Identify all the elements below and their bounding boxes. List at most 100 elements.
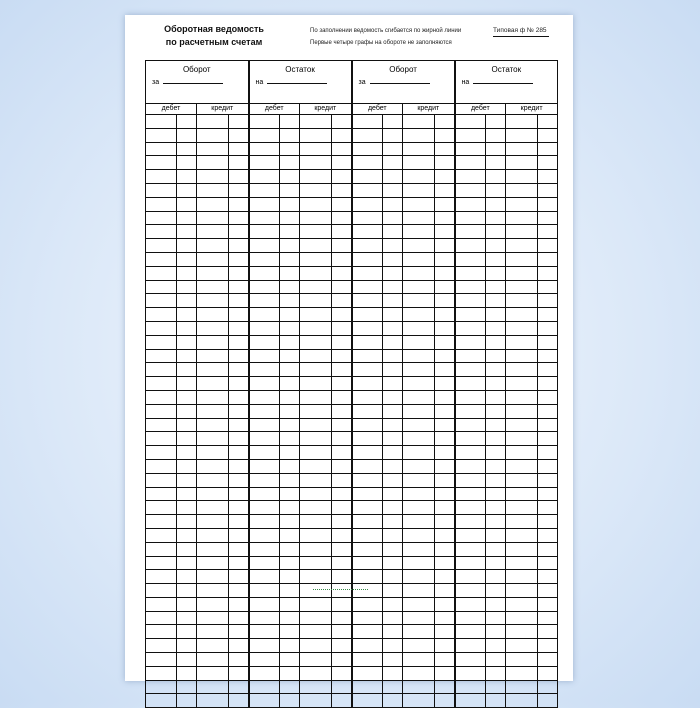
table-cell[interactable] bbox=[331, 210, 353, 226]
table-cell[interactable] bbox=[279, 500, 301, 516]
table-cell[interactable] bbox=[485, 238, 507, 253]
table-cell[interactable] bbox=[176, 445, 197, 460]
table-cell[interactable] bbox=[402, 362, 436, 378]
table-cell[interactable] bbox=[331, 665, 353, 681]
table-cell[interactable] bbox=[331, 596, 353, 612]
table-cell[interactable] bbox=[247, 693, 281, 708]
table-cell[interactable] bbox=[196, 693, 229, 708]
table-cell[interactable] bbox=[196, 665, 229, 681]
table-cell[interactable] bbox=[227, 445, 250, 460]
table-cell[interactable] bbox=[279, 389, 301, 405]
table-cell[interactable] bbox=[196, 583, 229, 598]
period-blank[interactable] bbox=[267, 83, 328, 84]
table-cell[interactable] bbox=[331, 417, 353, 433]
table-cell[interactable] bbox=[299, 624, 333, 640]
table-cell[interactable] bbox=[227, 458, 250, 474]
table-cell[interactable] bbox=[505, 238, 539, 253]
table-cell[interactable] bbox=[485, 500, 507, 516]
table-cell[interactable] bbox=[382, 389, 404, 405]
table-cell[interactable] bbox=[331, 376, 353, 391]
table-cell[interactable] bbox=[350, 127, 384, 143]
table-cell[interactable] bbox=[279, 458, 301, 474]
table-cell[interactable] bbox=[485, 624, 507, 640]
table-cell[interactable] bbox=[537, 182, 559, 198]
table-cell[interactable] bbox=[402, 320, 436, 336]
table-cell[interactable] bbox=[382, 679, 404, 695]
table-cell[interactable] bbox=[434, 624, 456, 640]
table-cell[interactable] bbox=[485, 527, 507, 543]
table-cell[interactable] bbox=[382, 638, 404, 654]
table-cell[interactable] bbox=[402, 596, 436, 612]
table-cell[interactable] bbox=[227, 210, 250, 226]
table-cell[interactable] bbox=[537, 389, 559, 405]
table-cell[interactable] bbox=[279, 596, 301, 612]
table-cell[interactable] bbox=[485, 403, 507, 419]
table-cell[interactable] bbox=[485, 417, 507, 433]
table-cell[interactable] bbox=[247, 141, 281, 157]
table-cell[interactable] bbox=[176, 210, 197, 226]
table-cell[interactable] bbox=[299, 555, 333, 571]
table-cell[interactable] bbox=[382, 652, 404, 667]
table-cell[interactable] bbox=[485, 279, 507, 295]
table-cell[interactable] bbox=[299, 182, 333, 198]
table-cell[interactable] bbox=[176, 417, 197, 433]
table-cell[interactable] bbox=[247, 238, 281, 253]
table-cell[interactable] bbox=[453, 693, 487, 708]
table-cell[interactable] bbox=[537, 445, 559, 460]
period-field[interactable]: за bbox=[152, 79, 224, 86]
table-cell[interactable] bbox=[279, 114, 301, 129]
table-cell[interactable] bbox=[145, 527, 177, 543]
table-cell[interactable] bbox=[227, 307, 250, 322]
table-cell[interactable] bbox=[402, 665, 436, 681]
table-cell[interactable] bbox=[453, 458, 487, 474]
table-cell[interactable] bbox=[382, 693, 404, 708]
table-cell[interactable] bbox=[382, 265, 404, 281]
table-cell[interactable] bbox=[505, 610, 539, 626]
table-cell[interactable] bbox=[145, 596, 177, 612]
table-cell[interactable] bbox=[350, 169, 384, 184]
table-cell[interactable] bbox=[350, 527, 384, 543]
table-cell[interactable] bbox=[279, 348, 301, 364]
table-cell[interactable] bbox=[434, 583, 456, 598]
table-cell[interactable] bbox=[247, 486, 281, 502]
table-cell[interactable] bbox=[434, 251, 456, 267]
table-cell[interactable] bbox=[279, 569, 301, 585]
table-cell[interactable] bbox=[145, 334, 177, 350]
table-cell[interactable] bbox=[453, 238, 487, 253]
table-cell[interactable] bbox=[485, 679, 507, 695]
table-cell[interactable] bbox=[402, 265, 436, 281]
table-cell[interactable] bbox=[505, 169, 539, 184]
table-cell[interactable] bbox=[196, 624, 229, 640]
table-cell[interactable] bbox=[196, 431, 229, 447]
table-cell[interactable] bbox=[434, 320, 456, 336]
table-cell[interactable] bbox=[145, 279, 177, 295]
table-cell[interactable] bbox=[176, 458, 197, 474]
table-cell[interactable] bbox=[331, 279, 353, 295]
table-cell[interactable] bbox=[279, 583, 301, 598]
table-cell[interactable] bbox=[299, 348, 333, 364]
table-cell[interactable] bbox=[299, 293, 333, 309]
table-cell[interactable] bbox=[350, 472, 384, 488]
table-cell[interactable] bbox=[196, 320, 229, 336]
table-cell[interactable] bbox=[537, 472, 559, 488]
table-cell[interactable] bbox=[247, 307, 281, 322]
table-cell[interactable] bbox=[505, 196, 539, 212]
table-cell[interactable] bbox=[196, 182, 229, 198]
table-cell[interactable] bbox=[247, 127, 281, 143]
table-cell[interactable] bbox=[434, 238, 456, 253]
table-cell[interactable] bbox=[453, 445, 487, 460]
table-cell[interactable] bbox=[453, 279, 487, 295]
table-cell[interactable] bbox=[279, 486, 301, 502]
table-cell[interactable] bbox=[453, 610, 487, 626]
table-cell[interactable] bbox=[227, 114, 250, 129]
table-cell[interactable] bbox=[350, 445, 384, 460]
table-cell[interactable] bbox=[331, 541, 353, 557]
table-cell[interactable] bbox=[279, 182, 301, 198]
table-cell[interactable] bbox=[227, 610, 250, 626]
table-cell[interactable] bbox=[145, 265, 177, 281]
table-cell[interactable] bbox=[485, 362, 507, 378]
table-cell[interactable] bbox=[434, 196, 456, 212]
table-cell[interactable] bbox=[227, 348, 250, 364]
table-cell[interactable] bbox=[299, 583, 333, 598]
table-cell[interactable] bbox=[350, 458, 384, 474]
